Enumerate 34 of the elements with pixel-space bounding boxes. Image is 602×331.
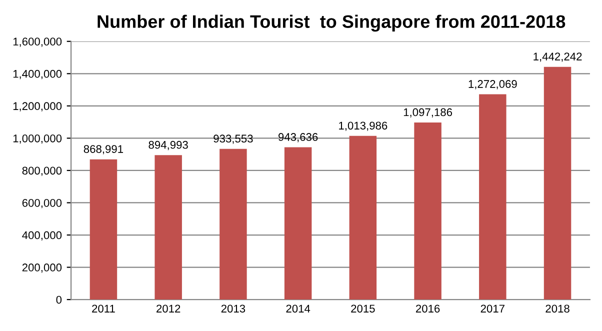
data-label: 868,991	[84, 145, 124, 154]
bar	[284, 147, 312, 300]
x-tick-label: 2013	[221, 304, 246, 313]
y-tick-label: 400,000	[22, 231, 62, 240]
y-tick-label: 800,000	[22, 166, 62, 176]
data-label: 1,097,186	[404, 108, 452, 118]
x-tick-label: 2017	[480, 304, 504, 313]
data-label: 933,553	[214, 134, 253, 144]
y-tick-label: 1,200,000	[13, 102, 62, 112]
data-label: 1,442,242	[534, 52, 582, 62]
y-tick-label: 0	[56, 296, 62, 304]
y-tick-label: 600,000	[22, 199, 62, 208]
data-label: 894,993	[148, 140, 188, 150]
x-tick-label: 2014	[286, 304, 310, 313]
data-label: 943,636	[278, 133, 318, 142]
chart-title: Number of Indian Tourist to Singapore from 2011-2018	[98, 14, 566, 32]
y-tick-label: 1,600,000	[13, 38, 62, 47]
bar	[154, 155, 182, 300]
data-label: 1,272,069	[468, 80, 517, 90]
bar	[414, 122, 442, 300]
x-tick-label: 2016	[416, 304, 440, 313]
y-tick-label: 1,000,000	[13, 134, 62, 144]
data-label: 1,013,986	[339, 122, 388, 131]
x-tick-label: 2015	[351, 304, 375, 313]
x-tick-label: 2018	[546, 304, 570, 313]
bar	[220, 148, 247, 300]
bar	[90, 159, 118, 300]
x-tick-label: 2012	[156, 304, 180, 313]
bar	[479, 94, 506, 300]
y-tick-label: 1,400,000	[13, 70, 62, 80]
y-tick-label: 200,000	[22, 264, 62, 273]
bar	[349, 136, 377, 300]
x-tick-label: 2011	[92, 304, 115, 313]
bar	[544, 66, 572, 300]
